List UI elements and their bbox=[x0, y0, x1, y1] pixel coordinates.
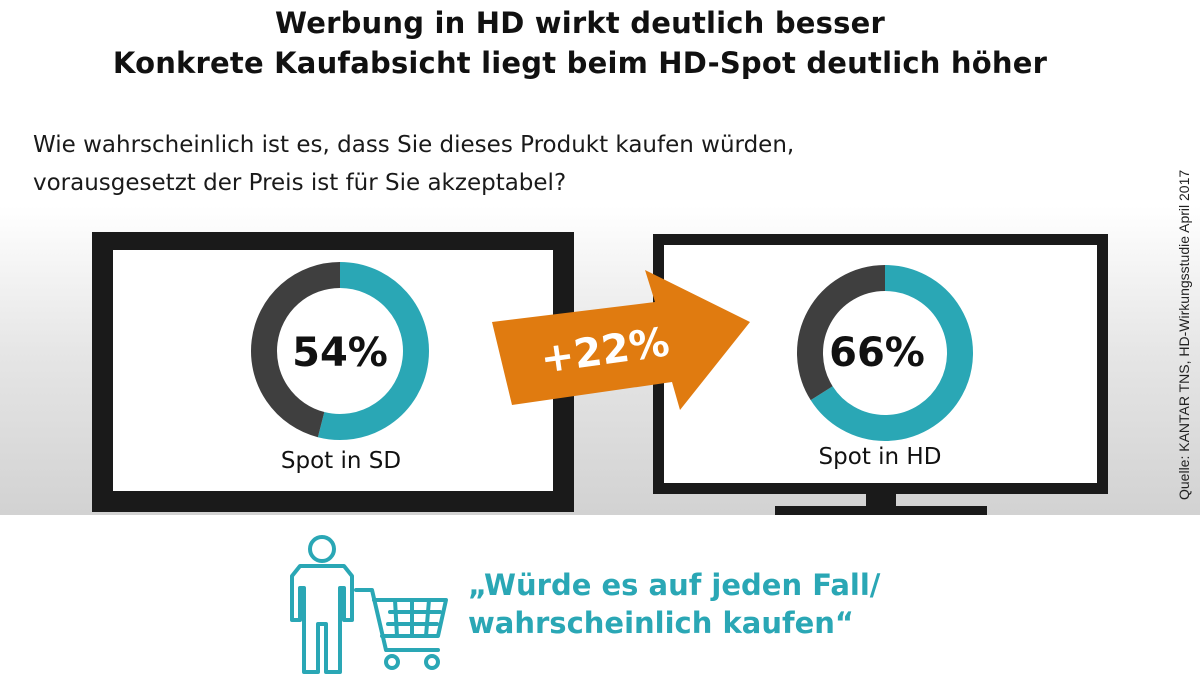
shopping-cart-icon bbox=[354, 588, 448, 670]
donut-chart-hd bbox=[797, 265, 973, 441]
sd-tv bbox=[92, 232, 574, 512]
person-icon bbox=[290, 535, 354, 674]
chart-title: Werbung in HD wirkt deutlich besser bbox=[275, 6, 885, 40]
hd-spot-label: Spot in HD bbox=[818, 444, 942, 470]
sd-spot-label: Spot in SD bbox=[280, 448, 402, 474]
hd-tv-stand-foot bbox=[775, 506, 987, 515]
sd-tv-screen bbox=[113, 250, 553, 491]
donut-hd-slice-2 bbox=[797, 265, 886, 401]
survey-question-line1: Wie wahrscheinlich ist es, dass Sie dies… bbox=[33, 132, 795, 158]
survey-question: Wie wahrscheinlich ist es, dass Sie dies… bbox=[33, 126, 1033, 202]
sd-tv-base bbox=[92, 500, 574, 512]
chart-subtitle: Konkrete Kaufabsicht liegt beim HD-Spot … bbox=[112, 46, 1048, 80]
bottom-band bbox=[0, 515, 1200, 677]
donut-sd-slice-2 bbox=[251, 262, 341, 438]
hd-value-label: 66% bbox=[829, 330, 925, 376]
donut-chart-sd bbox=[251, 262, 429, 440]
sd-value-label: 54% bbox=[292, 330, 388, 376]
answer-quote-line2: wahrscheinlich kaufen“ bbox=[468, 606, 854, 640]
answer-quote: „Würde es auf jeden Fall/ wahrscheinlich… bbox=[468, 566, 880, 642]
donut-sd-slice-1 bbox=[317, 262, 429, 440]
donut-hd-slice-1 bbox=[810, 265, 973, 441]
arrow-icon bbox=[492, 270, 750, 410]
survey-question-line2: vorausgesetzt der Preis ist für Sie akze… bbox=[33, 170, 567, 196]
hd-tv-stand-neck bbox=[866, 494, 896, 508]
answer-quote-line1: „Würde es auf jeden Fall/ bbox=[468, 568, 881, 602]
